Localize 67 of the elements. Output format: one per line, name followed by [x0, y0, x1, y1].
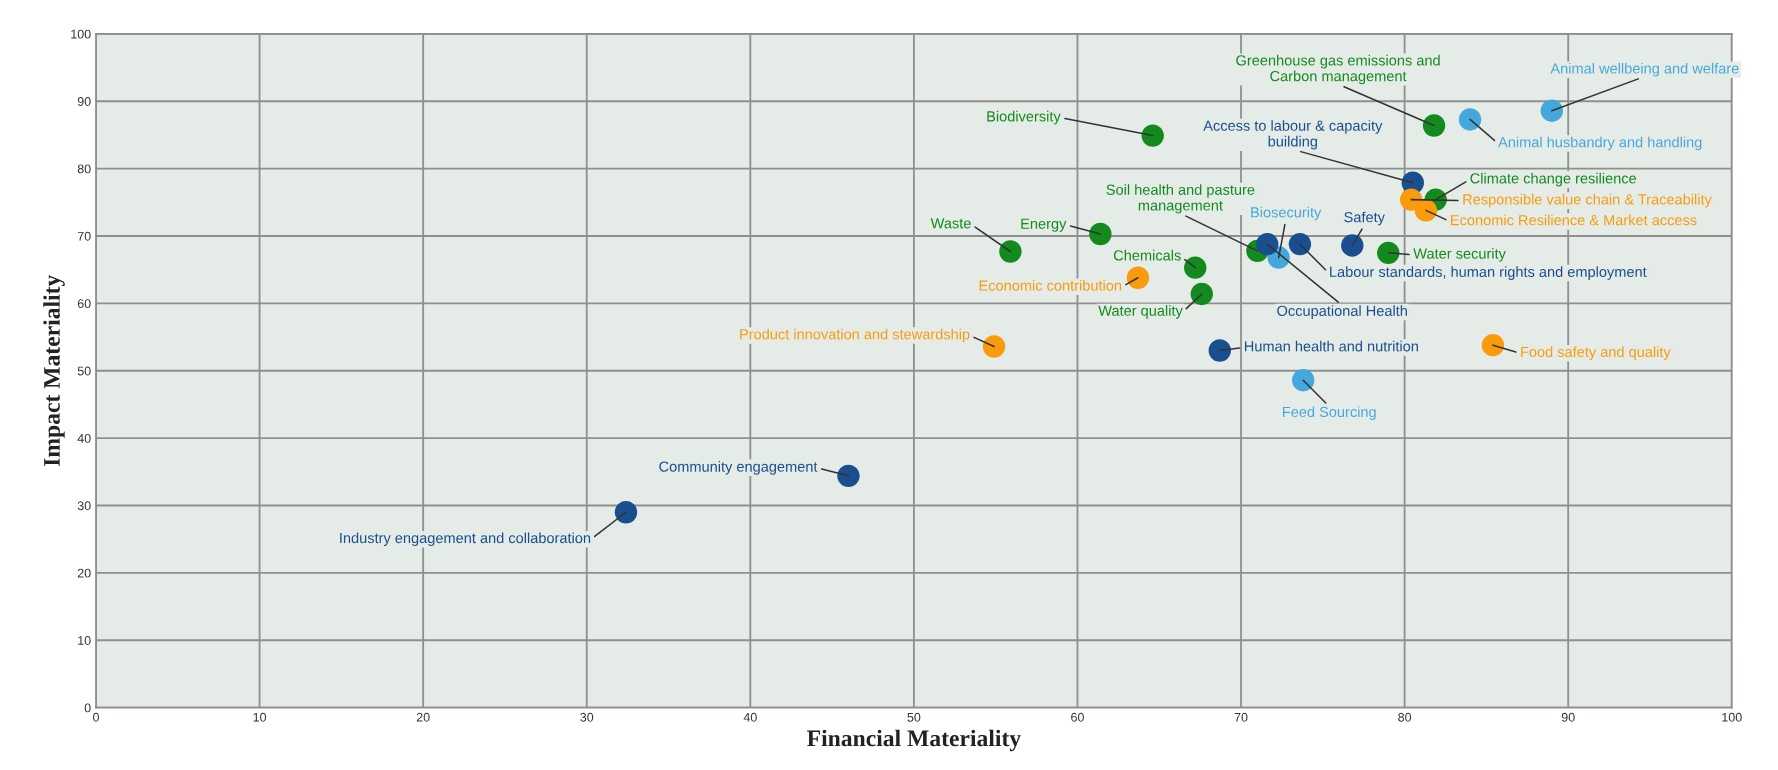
series-label: Water quality: [1098, 305, 1183, 319]
point: [1141, 124, 1164, 147]
series-label: Economic contribution: [979, 279, 1122, 291]
x-tick-label: 10: [253, 712, 267, 722]
x-tick-label: 100: [1722, 712, 1742, 722]
x-tick-label: 40: [743, 712, 757, 722]
point: [1089, 222, 1112, 246]
series-label: Water security: [1413, 248, 1506, 262]
x-tick-label: 80: [1398, 712, 1412, 722]
point: [1292, 368, 1315, 392]
point: [1184, 256, 1207, 279]
y-tick-label: 30: [77, 501, 91, 511]
series-label: Animal husbandry and handling: [1498, 136, 1702, 151]
point: [837, 464, 860, 488]
point: [1190, 282, 1213, 306]
text: Industry engagement and collaboration: [340, 532, 591, 547]
y-tick-label: 20: [77, 568, 91, 578]
point: [1256, 232, 1279, 256]
series-label: Climate change resilience: [1470, 172, 1637, 187]
series-label: Food safety and quality: [1521, 346, 1671, 360]
text: Waste: [930, 218, 971, 229]
series-label: Product innovation and stewardship: [740, 328, 970, 343]
point: [1126, 266, 1150, 289]
series-label: Community engagement: [659, 461, 818, 475]
y-axis-title: Impact Materiality: [43, 274, 65, 467]
text: Access to labour & capacity building: [1203, 120, 1383, 150]
series-label: Energy: [1021, 218, 1067, 232]
series-label: Labour standards, human rights and employment: [1330, 266, 1647, 280]
y-tick-label: 80: [77, 164, 91, 174]
y-tick-label: 10: [78, 636, 91, 645]
y-tick-label: 70: [77, 231, 91, 241]
point: [1341, 234, 1364, 257]
y-tick-label: 40: [77, 433, 91, 443]
x-tick-label: 60: [1071, 712, 1084, 722]
point: [982, 335, 1006, 358]
x-tick-label: 20: [416, 712, 430, 722]
y-tick-label: 100: [71, 29, 91, 39]
y-tick-label: 0: [84, 703, 91, 713]
x-tick-label: 90: [1561, 712, 1575, 722]
x-tick-label: 70: [1234, 712, 1248, 722]
y-tick-label: 90: [77, 97, 91, 106]
series-label: Feed Sourcing: [1282, 406, 1376, 420]
text: Biodiversity: [987, 110, 1061, 125]
point: [1288, 232, 1312, 256]
point: [1458, 108, 1482, 131]
x-tick-label: 30: [580, 712, 594, 722]
series-label: Safety: [1344, 211, 1385, 226]
point: [1422, 114, 1446, 137]
point: [1481, 333, 1505, 357]
text: Occupational Health: [1277, 305, 1407, 319]
point: [1377, 241, 1400, 265]
point: [999, 240, 1022, 263]
x-tick-label: 50: [907, 712, 921, 722]
point: [1540, 99, 1564, 122]
point: [614, 501, 638, 524]
series-label: Human health and nutrition: [1244, 340, 1418, 352]
point: [1208, 339, 1231, 362]
x-tick-label: 0: [93, 712, 99, 722]
y-tick-label: 50: [77, 366, 91, 376]
series-label: Economic Resilience & Market access: [1451, 214, 1697, 226]
text: Greenhouse gas emissions and Carbon management: [1236, 54, 1440, 85]
series-label: Chemicals: [1113, 249, 1181, 261]
y-tick-label: 60: [77, 299, 91, 309]
series-label: Animal wellbeing and welfare: [1550, 62, 1739, 77]
point: [1414, 199, 1438, 222]
text: Responsible value chain & Traceability: [1463, 193, 1712, 208]
x-axis-title: Financial Materiality: [807, 729, 1021, 752]
